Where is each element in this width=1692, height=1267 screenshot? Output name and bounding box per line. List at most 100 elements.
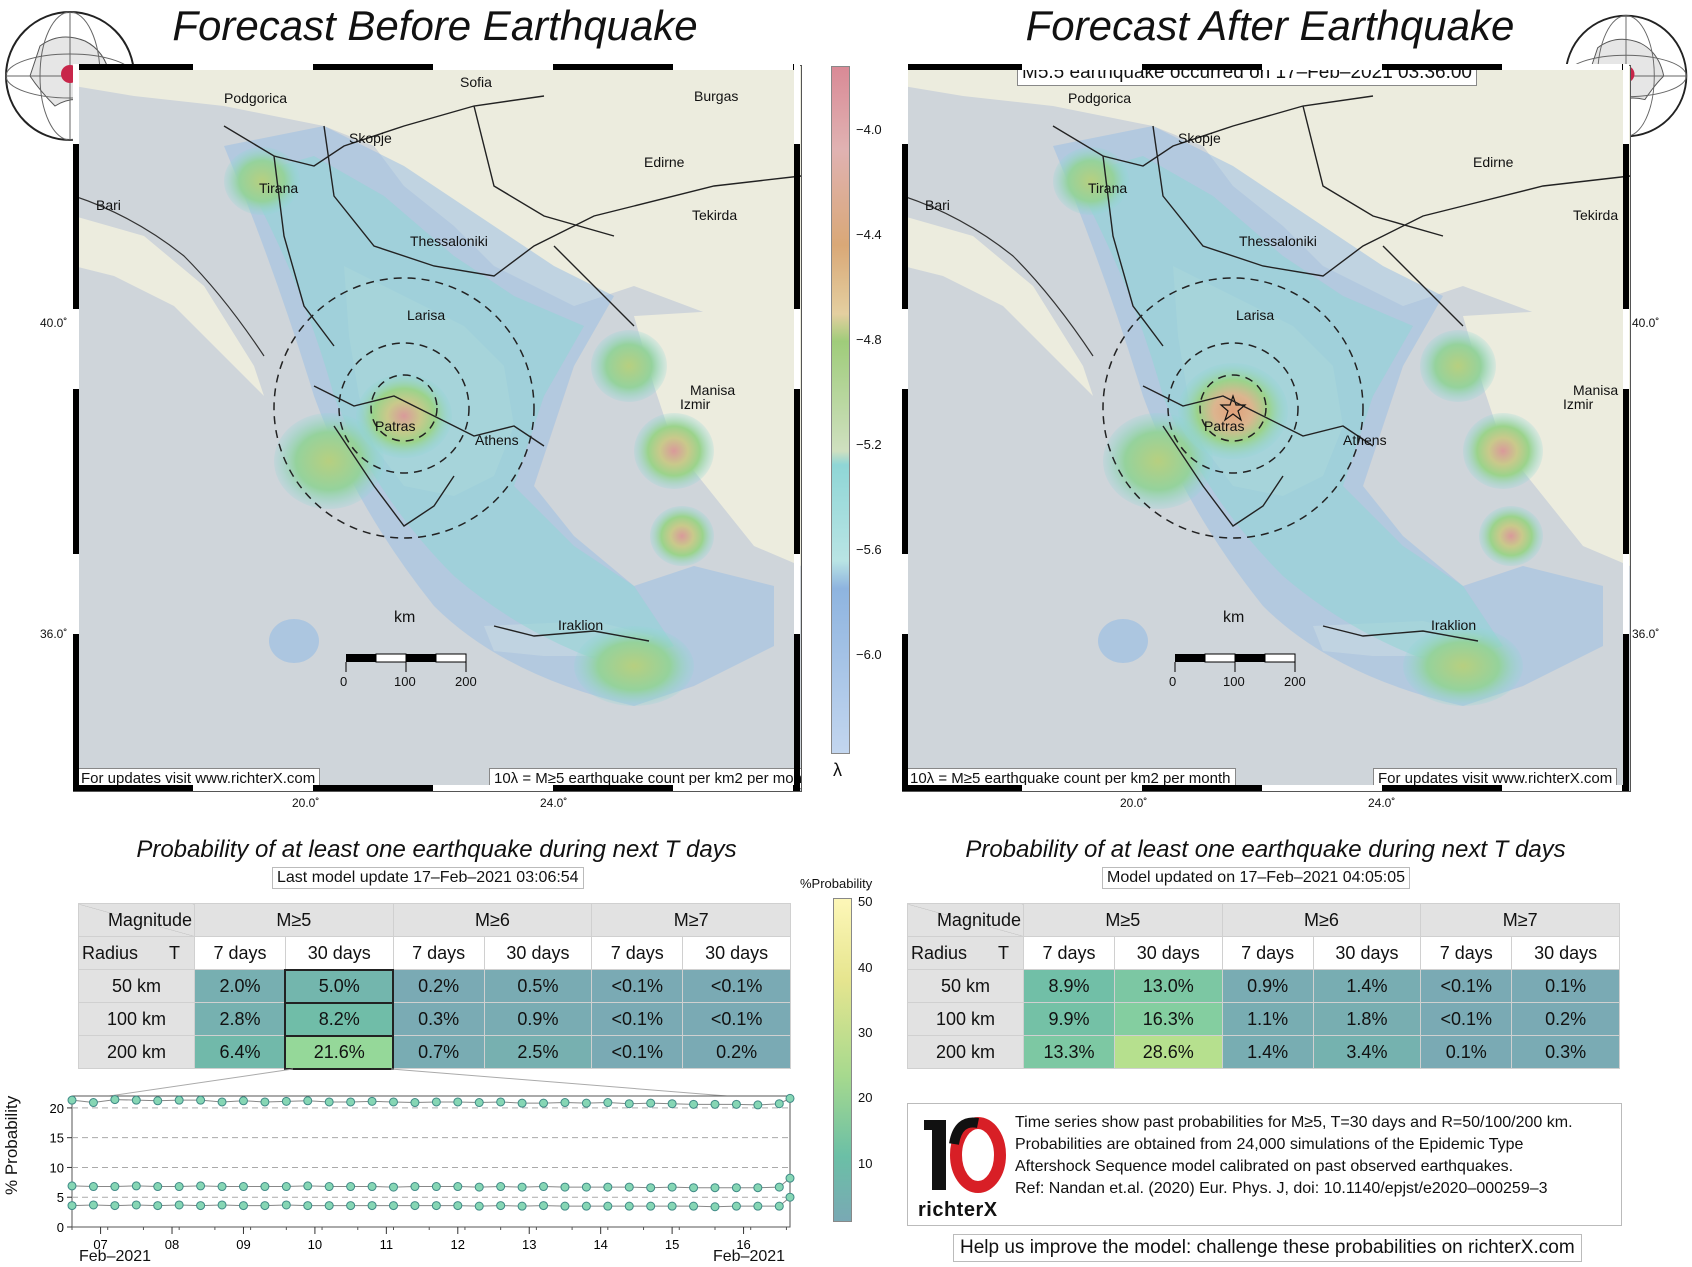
data-point xyxy=(517,1098,527,1108)
lon-label: 20.0˚ xyxy=(292,796,320,810)
data-point xyxy=(646,1098,656,1108)
lambda-tick: −4.0 xyxy=(856,122,882,137)
map-frame xyxy=(73,64,800,70)
period-header: 7 days xyxy=(1420,936,1513,970)
help-link[interactable]: Help us improve the model: challenge the… xyxy=(953,1234,1582,1262)
data-point xyxy=(431,1182,441,1192)
data-point xyxy=(153,1096,163,1106)
city-label: Patras xyxy=(375,418,416,434)
event-label: M5.5 earthquake occurred on 17–Feb–2021 … xyxy=(1017,66,1477,86)
data-point xyxy=(324,1201,334,1211)
prob-cell: 1.8% xyxy=(1312,1002,1422,1036)
info-line: Ref: Nandan et.al. (2020) Eur. Phys. J, … xyxy=(1015,1180,1548,1197)
prob-cell: 13.3% xyxy=(1023,1035,1115,1069)
city-label: Izmir xyxy=(680,396,711,412)
data-point xyxy=(785,1192,795,1202)
data-point xyxy=(174,1095,184,1105)
scale-km-label: km xyxy=(394,609,416,626)
data-point xyxy=(624,1099,634,1109)
data-point xyxy=(581,1098,591,1108)
data-point xyxy=(303,1201,313,1211)
lambda-tick: −4.8 xyxy=(856,332,882,347)
right-title: Forecast After Earthquake xyxy=(1025,2,1515,49)
data-point xyxy=(539,1182,549,1192)
lon-label: 24.0˚ xyxy=(1368,796,1396,810)
data-point xyxy=(67,1181,77,1191)
city-label: Manisa xyxy=(1573,382,1619,398)
prob-cell: <0.1% xyxy=(1420,1002,1513,1036)
prob-cell: 2.5% xyxy=(483,1035,593,1069)
prob-cell: <0.1% xyxy=(1420,969,1513,1003)
lon-label: 24.0˚ xyxy=(540,796,568,810)
city-label: Skopje xyxy=(349,130,392,146)
data-point xyxy=(453,1201,463,1211)
radius-cell: 200 km xyxy=(78,1035,195,1069)
mag-header: M≥6 xyxy=(392,903,593,937)
prob-cell: 28.6% xyxy=(1113,1035,1223,1069)
city-label: Podgorica xyxy=(224,90,288,106)
data-point xyxy=(474,1201,484,1211)
data-point xyxy=(388,1182,398,1192)
chart-ylabel: % Probability xyxy=(2,1095,21,1195)
right-forecast-map[interactable]: Podgorica Skopje Edirne Tirana Bari Teki… xyxy=(902,65,1631,792)
prob-tick: 50 xyxy=(858,894,873,909)
prob-cell: 0.2% xyxy=(392,969,485,1003)
city-label: Larisa xyxy=(407,307,446,323)
data-point xyxy=(581,1201,591,1211)
right-probability-table: Magnitude M≥5 M≥6 M≥7 Radius T 7 days 30 … xyxy=(907,903,1620,1069)
map-frame xyxy=(1623,64,1629,791)
data-point xyxy=(581,1182,591,1192)
city-label: Larisa xyxy=(1236,307,1275,323)
city-label: Edirne xyxy=(1473,154,1514,170)
data-point xyxy=(238,1182,248,1192)
table-row: 50 km 8.9% 13.0% 0.9% 1.4% <0.1% 0.1% xyxy=(907,969,1620,1003)
city-label: Podgorica xyxy=(1068,90,1132,106)
x-tick-label: 15 xyxy=(665,1237,679,1252)
probability-timeseries-chart[interactable]: 0 5 10 15 20 07 08 09 10 11 12 13 14 15 16 xyxy=(0,1090,800,1267)
data-point xyxy=(431,1097,441,1107)
richterx-logo[interactable]: richterX xyxy=(918,1114,1013,1221)
map-frame xyxy=(794,64,800,791)
info-line: Aftershock Sequence model calibrated on … xyxy=(1015,1158,1514,1175)
data-point xyxy=(496,1097,506,1107)
city-label: Thessaloniki xyxy=(1239,233,1317,249)
probability-colorbar xyxy=(833,898,852,1222)
prob-cell: <0.1% xyxy=(591,1002,684,1036)
period-header: 30 days xyxy=(1511,936,1620,970)
city-label: Athens xyxy=(475,432,519,448)
city-label: Tekirda xyxy=(692,207,738,223)
prob-cell: 0.2% xyxy=(682,1035,791,1069)
city-label: Izmir xyxy=(1563,396,1594,412)
city-label: Skopje xyxy=(1178,130,1221,146)
data-point xyxy=(785,1173,795,1183)
prob-cell: 2.8% xyxy=(194,1002,286,1036)
data-point xyxy=(238,1201,248,1211)
x-tick-label: 08 xyxy=(165,1237,179,1252)
period-header: 7 days xyxy=(194,936,286,970)
data-point xyxy=(539,1098,549,1108)
scale-tick: 0 xyxy=(340,674,348,689)
data-point xyxy=(388,1097,398,1107)
left-forecast-map[interactable]: Sofia Podgorica Burgas Skopje Edirne Tir… xyxy=(73,65,802,792)
prob-cell: 1.4% xyxy=(1221,1035,1314,1069)
x-tick-label: 07 xyxy=(93,1237,107,1252)
data-point xyxy=(624,1201,634,1211)
table-row: 100 km 9.9% 16.3% 1.1% 1.8% <0.1% 0.2% xyxy=(907,1002,1620,1036)
data-point xyxy=(67,1201,77,1211)
x-tick-label: 13 xyxy=(522,1237,536,1252)
data-point xyxy=(410,1098,420,1108)
data-point xyxy=(217,1097,227,1107)
data-point xyxy=(88,1182,98,1192)
data-point xyxy=(539,1201,549,1211)
probability-colorbar-label: %Probability xyxy=(800,876,873,891)
scale-km-label: km xyxy=(1223,609,1245,626)
data-point xyxy=(753,1183,763,1193)
data-point xyxy=(238,1096,248,1106)
data-point xyxy=(303,1181,313,1191)
data-point xyxy=(774,1182,784,1192)
data-point xyxy=(624,1182,634,1192)
data-point xyxy=(367,1182,377,1192)
data-point xyxy=(496,1201,506,1211)
data-point xyxy=(131,1200,141,1210)
data-point xyxy=(67,1095,77,1105)
